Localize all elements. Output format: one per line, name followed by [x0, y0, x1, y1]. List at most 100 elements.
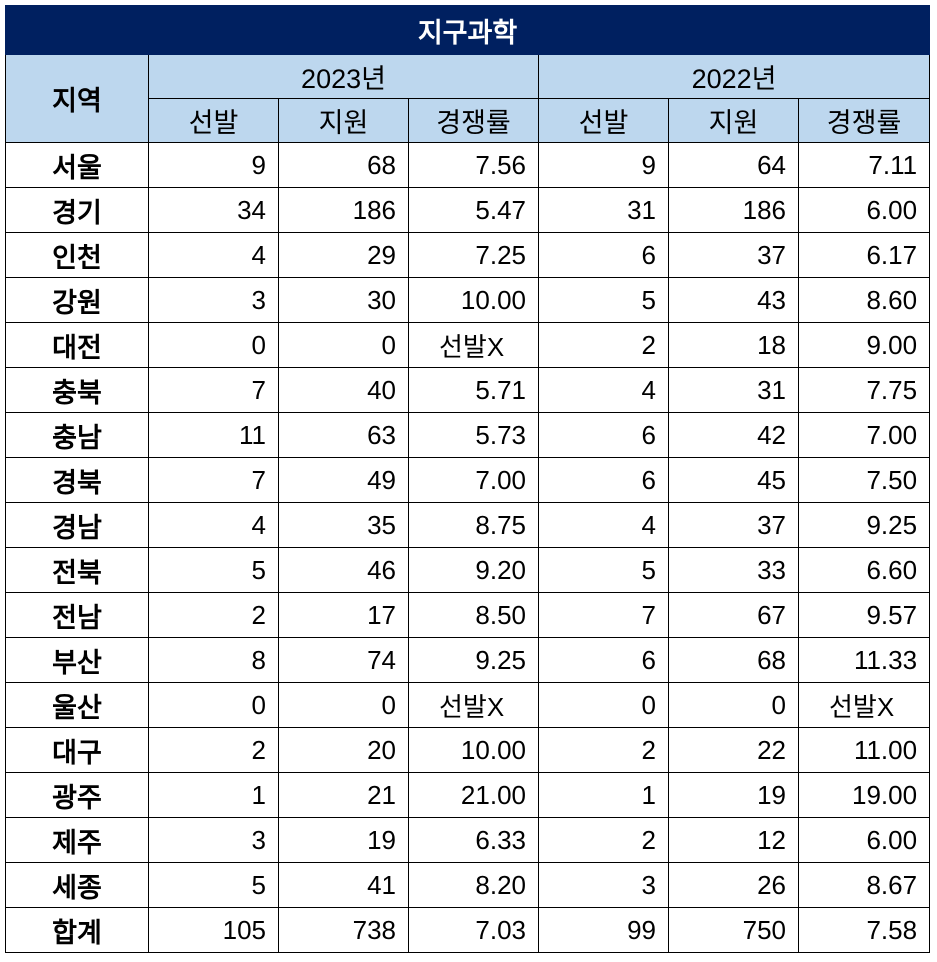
competition-table: 지구과학 지역 2023년 2022년 선발 지원 경쟁률 선발 지원 경쟁률 … [4, 5, 931, 953]
table-row: 전북 5 46 9.20 5 33 6.60 [5, 547, 931, 593]
applied-cell-2022: 186 [668, 187, 799, 233]
table-row: 부산 8 74 9.25 6 68 11.33 [5, 637, 931, 683]
selected-cell-2022: 5 [538, 547, 669, 593]
selected-cell-2022: 1 [538, 772, 669, 818]
applied-cell-2022: 31 [668, 367, 799, 413]
region-cell: 세종 [5, 862, 149, 908]
selected-cell-2022: 6 [538, 232, 669, 278]
selected-cell-2022: 99 [538, 907, 669, 953]
ratio-cell-2022: 선발X [797, 682, 931, 728]
ratio-cell-2022: 8.60 [797, 277, 931, 323]
selected-cell-2023: 9 [148, 142, 279, 188]
region-cell: 경북 [5, 457, 149, 503]
ratio-cell-2023: 선발X [408, 322, 539, 368]
region-cell: 제주 [5, 817, 149, 863]
ratio-cell-2022: 6.00 [797, 187, 931, 233]
region-cell: 광주 [5, 772, 149, 818]
region-cell: 인천 [5, 232, 149, 278]
selected-cell-2022: 4 [538, 502, 669, 548]
ratio-cell-2022: 9.57 [797, 592, 931, 638]
table-row: 제주 3 19 6.33 2 12 6.00 [5, 817, 931, 863]
selected-cell-2022: 6 [538, 412, 669, 458]
region-cell: 서울 [5, 142, 149, 188]
applied-cell-2023: 186 [278, 187, 409, 233]
region-cell: 대전 [5, 322, 149, 368]
ratio-cell-2022: 11.33 [797, 637, 931, 683]
selected-cell-2022: 2 [538, 322, 669, 368]
selected-cell-2022: 2 [538, 727, 669, 773]
competition-table-container: 지구과학 지역 2023년 2022년 선발 지원 경쟁률 선발 지원 경쟁률 … [4, 5, 931, 953]
applied-cell-2023: 41 [278, 862, 409, 908]
selected-cell-2022: 3 [538, 862, 669, 908]
table-row: 강원 3 30 10.00 5 43 8.60 [5, 277, 931, 323]
selected-cell-2023: 105 [148, 907, 279, 953]
selected-cell-2023: 2 [148, 592, 279, 638]
selected-cell-2023: 4 [148, 232, 279, 278]
applied-cell-2023: 20 [278, 727, 409, 773]
region-cell: 울산 [5, 682, 149, 728]
table-body: 서울 9 68 7.56 9 64 7.11 경기 34 186 5.47 31 186 6.00 인천 4 2… [5, 142, 931, 953]
applied-cell-2022: 68 [668, 637, 799, 683]
ratio-cell-2023: 21.00 [408, 772, 539, 818]
applied-cell-2023: 17 [278, 592, 409, 638]
applied-cell-2022: 19 [668, 772, 799, 818]
selected-cell-2023: 11 [148, 412, 279, 458]
ratio-cell-2023: 6.33 [408, 817, 539, 863]
ratio-cell-2023: 8.20 [408, 862, 539, 908]
region-cell: 전남 [5, 592, 149, 638]
table-row: 대구 2 20 10.00 2 22 11.00 [5, 727, 931, 773]
selected-cell-2023: 5 [148, 862, 279, 908]
table-row: 경기 34 186 5.47 31 186 6.00 [5, 187, 931, 233]
applied-cell-2022: 43 [668, 277, 799, 323]
applied-cell-2023: 40 [278, 367, 409, 413]
selected-cell-2023: 0 [148, 322, 279, 368]
ratio-cell-2023: 9.20 [408, 547, 539, 593]
ratio-cell-2023: 7.56 [408, 142, 539, 188]
ratio-cell-2022: 11.00 [797, 727, 931, 773]
table-row: 광주 1 21 21.00 1 19 19.00 [5, 772, 931, 818]
applied-cell-2022: 22 [668, 727, 799, 773]
applied-cell-2023: 738 [278, 907, 409, 953]
subheader-ratio-2022: 경쟁률 [797, 98, 931, 143]
applied-cell-2023: 21 [278, 772, 409, 818]
year-header-2022: 2022년 [537, 54, 931, 99]
region-cell: 충남 [5, 412, 149, 458]
table-row: 전남 2 17 8.50 7 67 9.57 [5, 592, 931, 638]
region-cell: 합계 [5, 907, 149, 953]
selected-cell-2023: 7 [148, 457, 279, 503]
ratio-cell-2023: 8.75 [408, 502, 539, 548]
applied-cell-2023: 30 [278, 277, 409, 323]
applied-cell-2022: 67 [668, 592, 799, 638]
applied-cell-2023: 35 [278, 502, 409, 548]
selected-cell-2022: 0 [538, 682, 669, 728]
region-cell: 전북 [5, 547, 149, 593]
ratio-cell-2022: 9.00 [797, 322, 931, 368]
applied-cell-2022: 26 [668, 862, 799, 908]
selected-cell-2023: 3 [148, 817, 279, 863]
table-row: 경남 4 35 8.75 4 37 9.25 [5, 502, 931, 548]
ratio-cell-2022: 19.00 [797, 772, 931, 818]
region-cell: 대구 [5, 727, 149, 773]
table-row: 충남 11 63 5.73 6 42 7.00 [5, 412, 931, 458]
applied-cell-2022: 33 [668, 547, 799, 593]
applied-cell-2023: 29 [278, 232, 409, 278]
ratio-cell-2023: 10.00 [408, 277, 539, 323]
selected-cell-2023: 2 [148, 727, 279, 773]
applied-cell-2022: 0 [668, 682, 799, 728]
applied-cell-2023: 63 [278, 412, 409, 458]
ratio-cell-2023: 7.25 [408, 232, 539, 278]
region-header: 지역 [5, 54, 149, 143]
ratio-cell-2022: 9.25 [797, 502, 931, 548]
table-row: 서울 9 68 7.56 9 64 7.11 [5, 142, 931, 188]
applied-cell-2022: 37 [668, 502, 799, 548]
selected-cell-2023: 5 [148, 547, 279, 593]
ratio-cell-2022: 7.11 [797, 142, 931, 188]
applied-cell-2022: 37 [668, 232, 799, 278]
ratio-cell-2022: 8.67 [797, 862, 931, 908]
applied-cell-2022: 12 [668, 817, 799, 863]
selected-cell-2023: 7 [148, 367, 279, 413]
ratio-cell-2023: 8.50 [408, 592, 539, 638]
applied-cell-2023: 74 [278, 637, 409, 683]
selected-cell-2022: 2 [538, 817, 669, 863]
table-row: 충북 7 40 5.71 4 31 7.75 [5, 367, 931, 413]
